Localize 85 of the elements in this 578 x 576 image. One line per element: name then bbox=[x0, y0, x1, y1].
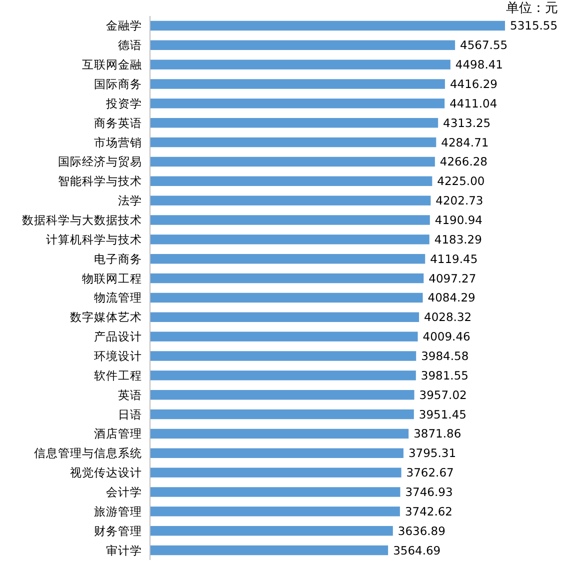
y-tick-label: 会计学 bbox=[106, 485, 142, 499]
data-label: 3762.67 bbox=[406, 466, 454, 480]
data-label: 4202.73 bbox=[436, 194, 484, 208]
data-label: 3746.93 bbox=[405, 485, 453, 499]
bar bbox=[150, 292, 423, 303]
bar bbox=[150, 20, 505, 31]
data-label: 4416.29 bbox=[450, 77, 498, 91]
y-tick-label: 智能科学与技术 bbox=[58, 174, 142, 188]
y-tick-label: 环境设计 bbox=[94, 349, 142, 363]
y-tick-label: 旅游管理 bbox=[94, 504, 142, 518]
data-label: 4313.25 bbox=[443, 116, 491, 130]
bar bbox=[150, 448, 404, 458]
y-tick-label: 英语 bbox=[118, 388, 142, 402]
y-tick-label: 数字媒体艺术 bbox=[70, 310, 142, 324]
y-tick-label: 德语 bbox=[118, 38, 142, 52]
bar bbox=[150, 137, 436, 148]
y-tick-label: 财务管理 bbox=[94, 524, 142, 538]
data-label: 4567.55 bbox=[460, 38, 508, 52]
bar bbox=[150, 60, 450, 70]
data-label: 3636.89 bbox=[398, 524, 446, 538]
y-tick-label: 国际经济与贸易 bbox=[58, 154, 142, 169]
bar bbox=[150, 40, 456, 50]
y-tick-label: 物流管理 bbox=[94, 290, 142, 305]
bar bbox=[150, 332, 418, 342]
data-label: 4225.00 bbox=[437, 174, 485, 188]
y-tick-label: 日语 bbox=[118, 407, 142, 422]
data-label: 4183.29 bbox=[434, 232, 482, 246]
data-label: 3981.55 bbox=[420, 368, 468, 382]
bar bbox=[150, 545, 388, 556]
y-tick-label: 商务英语 bbox=[94, 116, 142, 130]
bar bbox=[150, 428, 409, 439]
data-label: 4009.46 bbox=[422, 330, 470, 344]
y-tick-label: 计算机科学与技术 bbox=[46, 232, 142, 246]
y-tick-label: 软件工程 bbox=[94, 368, 142, 382]
bar bbox=[150, 506, 400, 516]
data-label: 4190.94 bbox=[434, 213, 482, 227]
data-label: 3951.45 bbox=[418, 407, 466, 422]
bar bbox=[150, 156, 435, 167]
data-label: 3742.62 bbox=[404, 504, 453, 518]
bar bbox=[150, 196, 431, 206]
y-tick-label: 信息管理与信息系统 bbox=[34, 446, 142, 460]
bar bbox=[150, 390, 414, 400]
data-label: 4411.04 bbox=[450, 96, 498, 110]
data-label: 3984.58 bbox=[421, 349, 469, 363]
bar bbox=[150, 312, 420, 322]
data-label: 3957.02 bbox=[419, 388, 467, 402]
bar bbox=[150, 409, 414, 420]
data-label: 4119.45 bbox=[430, 252, 478, 266]
bar bbox=[150, 351, 416, 361]
data-label: 5315.55 bbox=[510, 18, 558, 33]
bar bbox=[150, 273, 424, 284]
data-label: 4084.29 bbox=[428, 290, 476, 305]
y-tick-label: 互联网金融 bbox=[82, 58, 142, 72]
bar bbox=[150, 526, 393, 536]
y-tick-label: 市场营销 bbox=[94, 135, 142, 150]
data-label: 3871.86 bbox=[414, 426, 462, 441]
data-label: 4284.71 bbox=[441, 135, 489, 150]
y-tick-label: 投资学 bbox=[105, 96, 142, 110]
y-tick-label: 国际商务 bbox=[94, 77, 142, 91]
y-tick-label: 数据科学与大数据技术 bbox=[22, 213, 142, 227]
data-label: 3795.31 bbox=[408, 446, 456, 460]
bar bbox=[150, 370, 416, 380]
y-tick-label: 产品设计 bbox=[94, 330, 142, 344]
bar bbox=[150, 468, 402, 478]
y-tick-label: 物联网工程 bbox=[82, 271, 142, 286]
data-label: 4498.41 bbox=[455, 58, 503, 72]
text: 单位：元 bbox=[506, 1, 558, 16]
bar bbox=[150, 98, 445, 108]
y-tick-label: 金融学 bbox=[106, 18, 142, 33]
bar bbox=[150, 215, 430, 225]
bar bbox=[150, 118, 438, 128]
data-label: 3564.69 bbox=[393, 543, 441, 558]
bar bbox=[150, 254, 426, 264]
bar bbox=[150, 234, 430, 244]
y-tick-label: 法学 bbox=[118, 194, 142, 208]
data-label: 4097.27 bbox=[428, 271, 476, 286]
data-label: 4266.28 bbox=[440, 154, 488, 169]
data-label: 4028.32 bbox=[424, 310, 472, 324]
y-tick-label: 审计学 bbox=[106, 543, 142, 558]
y-tick-label: 酒店管理 bbox=[94, 426, 142, 441]
y-tick-label: 电子商务 bbox=[94, 252, 142, 266]
bar bbox=[150, 487, 400, 497]
bar bbox=[150, 176, 432, 186]
bar bbox=[150, 79, 445, 89]
y-tick-label: 视觉传达设计 bbox=[70, 466, 142, 480]
